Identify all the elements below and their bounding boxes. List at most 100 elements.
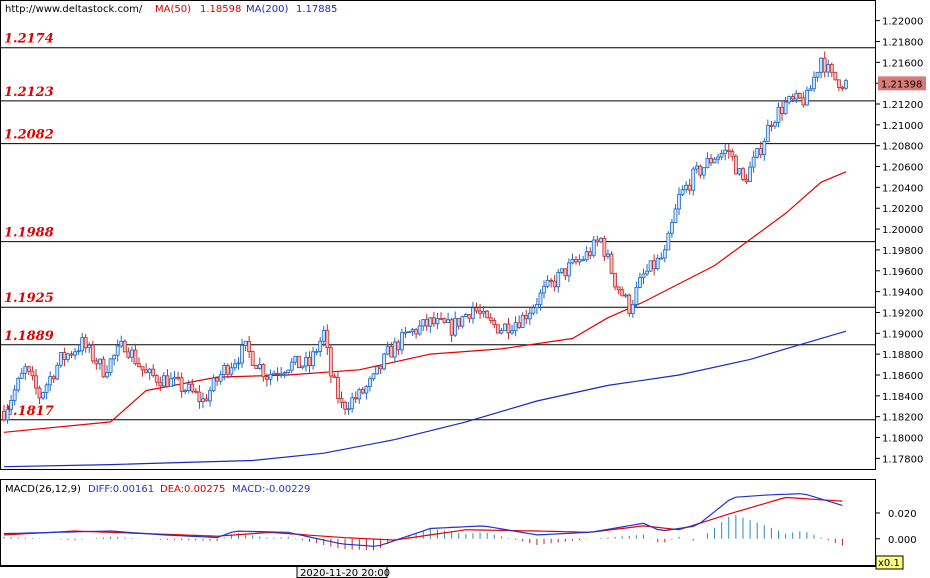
candle-body [520,314,525,328]
candle-body [684,184,689,191]
candle-body [446,319,450,324]
candle-body [812,76,816,90]
price-tick-label: 1.20000 [882,225,923,236]
candle-body [218,374,223,382]
level-label: 1.2123 [4,85,54,100]
zoom-box[interactable] [875,555,904,570]
candle-body [503,323,507,331]
candle-body [9,400,14,410]
candle-body [762,141,767,156]
candle-body [652,260,657,270]
candle-body [424,319,429,327]
candle-body [748,166,752,183]
candle-body [833,71,838,81]
candle-body [73,351,77,356]
price-tick-label: 1.20600 [882,163,923,174]
candle-body [311,351,315,367]
ma50-label: MA(50) [155,4,191,15]
candle-body [268,374,273,380]
candle-body [353,397,358,400]
price-axis: 1.220001.218001.216001.214001.212001.210… [876,17,926,465]
candle-body [357,389,362,400]
candle-body [431,317,436,325]
candle-body [780,106,784,115]
candle-body [794,92,799,100]
candle-body [755,148,760,158]
candle-body [161,375,166,387]
candle-body [506,323,511,334]
candle-body [204,398,209,402]
candle-body [62,352,67,360]
source-url[interactable]: http://www.deltastock.com/ [5,4,143,15]
candle-body [208,390,212,402]
candle-body [279,373,284,376]
candle-body [709,157,713,164]
candle-body [463,314,468,318]
candle-body [240,345,244,364]
candle-body [577,259,582,263]
price-tick-label: 1.19600 [882,267,923,278]
candle-body [559,268,564,273]
candle-body [598,237,603,243]
ma200-value: 1.17885 [296,4,337,15]
price-tick-label: 1.19800 [882,246,923,257]
candle-body [492,320,497,326]
candle-body [26,366,31,372]
candle-body [275,372,280,375]
candle-body [801,97,806,106]
candle-body [169,378,173,388]
candle-body [716,156,721,160]
candle-body [535,304,539,309]
candle-body [371,373,376,380]
candle-body [442,318,447,324]
price-tick-label: 1.20400 [882,183,923,194]
candle-body [243,340,248,346]
candle-body [620,289,625,297]
candle-body [350,397,355,410]
candle-body [758,148,763,156]
candle-body [83,337,88,349]
candle-body [638,277,642,288]
candle-body [236,362,241,365]
candle-body [485,310,490,319]
candle-body [222,365,227,376]
candle-body [293,355,298,363]
candle-body [378,366,383,370]
candle-body [282,372,287,375]
zoom-label[interactable]: x0.1 [878,558,900,569]
level-label: 1.1889 [4,329,54,344]
candle-body [176,376,180,379]
candle-body [225,365,230,375]
candle-body [545,279,550,287]
candle-body [694,165,699,170]
candle-body [34,375,38,389]
candle-body [552,280,557,288]
candle-body [730,151,735,157]
candle-body [648,260,653,272]
candle-body [499,330,504,334]
candle-body [101,358,106,378]
candle-body [670,222,674,234]
candle-body [449,319,454,336]
candle-body [751,156,756,168]
candle-body [321,330,326,342]
candle-body [343,401,347,410]
level-label: 1.1988 [4,226,54,241]
candle-body [193,390,198,393]
candle-body [453,318,458,336]
candle-body [478,310,482,314]
candle-body [23,366,28,374]
candle-body [726,149,731,152]
candle-body [66,353,70,360]
candle-body [140,366,145,371]
candle-body [712,158,717,164]
candle-body [787,96,792,103]
candle-body [510,330,514,334]
macd-diff: DIFF:0.00161 [88,484,154,495]
candle-body [549,279,554,282]
candle-body [105,372,109,378]
candle-body [719,153,724,158]
candle-body [48,376,53,386]
candle-body [201,398,205,402]
